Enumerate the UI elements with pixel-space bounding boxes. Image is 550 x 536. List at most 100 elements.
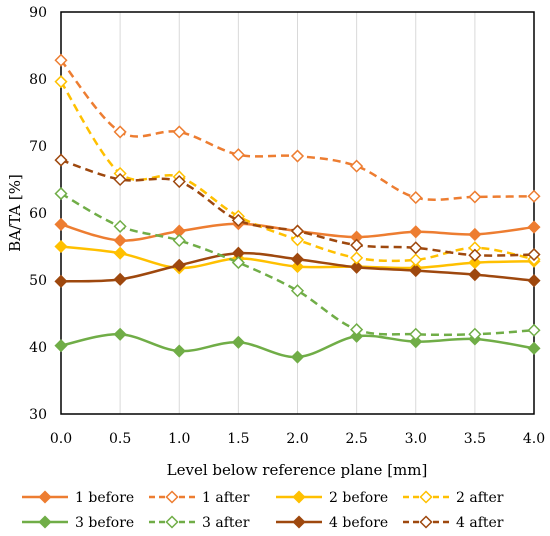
data-point-4-after [172, 174, 186, 189]
legend-label: 2 before [329, 490, 388, 506]
data-point-1-before [54, 217, 68, 231]
data-point-4-after [113, 172, 127, 187]
data-point-2-before [54, 239, 68, 254]
legend-item-3-after: 3 after [149, 515, 250, 531]
data-point-3-before [54, 339, 68, 353]
legend-item-1-before: 1 before [22, 490, 134, 506]
y-tick-label: 30 [29, 407, 47, 423]
data-point-1-before [468, 227, 482, 242]
y-axis-title: BA/TA [%] [6, 174, 24, 252]
data-point-1-after [290, 149, 305, 163]
y-tick-label: 80 [29, 72, 47, 88]
data-point-1-before [113, 233, 127, 248]
data-point-2-before [290, 260, 305, 274]
legend-label: 2 after [456, 490, 504, 506]
legend-item-4-before: 4 before [276, 515, 388, 531]
x-tick-label: 3.0 [405, 431, 427, 447]
legend-swatch-marker [292, 515, 306, 529]
data-point-3-after [113, 219, 127, 233]
data-point-1-after [350, 159, 364, 173]
data-point-1-after [409, 191, 423, 205]
data-point-4-after [409, 241, 423, 255]
data-point-3-after [290, 284, 305, 298]
series-4-before [54, 246, 541, 288]
data-point-2-after [350, 251, 364, 265]
y-tick-label: 60 [29, 206, 47, 222]
data-point-4-before [350, 260, 364, 274]
data-point-3-after [350, 323, 364, 337]
data-point-2-after [409, 253, 423, 267]
legend-label: 4 before [329, 515, 388, 531]
data-point-3-after [172, 233, 186, 248]
data-point-3-before [113, 327, 127, 341]
series-4-after [54, 153, 541, 262]
legend-item-1-after: 1 after [149, 490, 250, 506]
data-point-1-after [231, 148, 245, 162]
data-point-1-after [172, 125, 186, 139]
data-point-4-after [350, 238, 364, 252]
y-tick-label: 70 [29, 139, 47, 155]
legend-label: 1 before [75, 490, 134, 506]
legend-swatch-marker [165, 490, 179, 504]
y-tick-label: 50 [29, 273, 47, 289]
x-tick-label: 2.0 [286, 431, 308, 447]
data-point-3-after [527, 323, 541, 337]
data-point-4-before [468, 268, 482, 282]
x-tick-label: 0.5 [109, 431, 131, 447]
plot-frame [60, 11, 535, 415]
data-point-4-before [172, 258, 186, 272]
y-tick-label: 40 [29, 340, 47, 356]
x-tick-label: 1.5 [227, 431, 249, 447]
legend-label: 1 after [202, 490, 250, 506]
data-point-2-after [290, 233, 305, 247]
data-point-4-after [468, 248, 482, 262]
data-point-3-before [172, 344, 186, 358]
data-point-1-before [409, 225, 423, 239]
data-point-1-after [527, 189, 541, 203]
data-point-4-after [54, 153, 68, 167]
data-point-3-after [409, 327, 423, 341]
data-point-3-after [54, 187, 68, 201]
x-axis-title: Level below reference plane [mm] [167, 461, 428, 479]
x-tick-label: 2.5 [345, 431, 367, 447]
x-tick-label: 1.0 [168, 431, 190, 447]
data-point-3-after [231, 256, 245, 270]
legend-item-4-after: 4 after [403, 515, 504, 531]
series-3-before [54, 327, 541, 364]
series-layer [54, 53, 541, 364]
data-point-4-before [54, 274, 68, 288]
data-point-3-after [468, 327, 482, 341]
legend-swatch-marker [38, 490, 52, 504]
legend-item-2-after: 2 after [403, 490, 504, 506]
data-point-4-before [290, 252, 305, 266]
legend-swatch-marker [419, 490, 433, 504]
legend-swatch-marker [165, 515, 179, 529]
data-point-1-after [113, 125, 127, 139]
data-point-3-before [231, 335, 245, 349]
data-point-4-before [113, 272, 127, 286]
data-point-4-before [409, 264, 423, 278]
legend-swatch-marker [38, 515, 52, 529]
y-tick-label: 90 [29, 5, 47, 21]
legend-label: 3 before [75, 515, 134, 531]
legend-item-2-before: 2 before [276, 490, 388, 506]
data-point-4-after [527, 247, 541, 262]
tick-labels: 0.0 0.5 1.0 1.5 2.0 2.5 3.0 3.5 4.0 30 40 50 60 70 80 9… [29, 5, 545, 447]
legend-label: 4 after [456, 515, 504, 531]
legend-label: 3 after [202, 515, 250, 531]
data-point-2-before [113, 246, 127, 260]
data-point-4-after [231, 213, 245, 227]
legend: 1 before 1 after 2 before 2 after 3 before 3 … [22, 490, 504, 531]
data-point-3-before [350, 329, 364, 343]
legend-swatch-marker [292, 490, 306, 504]
data-point-4-after [290, 224, 305, 238]
legend-swatch-marker [419, 515, 433, 529]
x-tick-label: 4.0 [523, 431, 545, 447]
data-point-2-after [54, 75, 68, 89]
series-1-after [54, 53, 541, 205]
data-point-1-after [54, 53, 68, 67]
data-point-3-before [527, 341, 541, 355]
data-point-1-before [527, 220, 541, 234]
data-point-3-before [290, 350, 305, 364]
